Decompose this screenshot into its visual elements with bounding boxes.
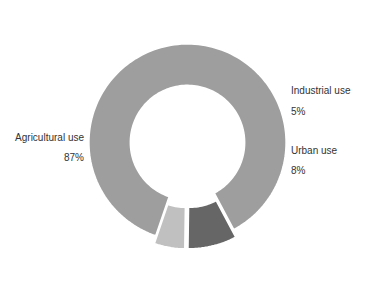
svg-text:Urban use: Urban use — [291, 145, 338, 156]
svg-text:87%: 87% — [64, 152, 84, 163]
svg-text:8%: 8% — [291, 165, 306, 176]
svg-text:Agricultural use: Agricultural use — [15, 132, 84, 143]
svg-text:Industrial use: Industrial use — [291, 85, 351, 96]
svg-text:5%: 5% — [291, 106, 306, 117]
